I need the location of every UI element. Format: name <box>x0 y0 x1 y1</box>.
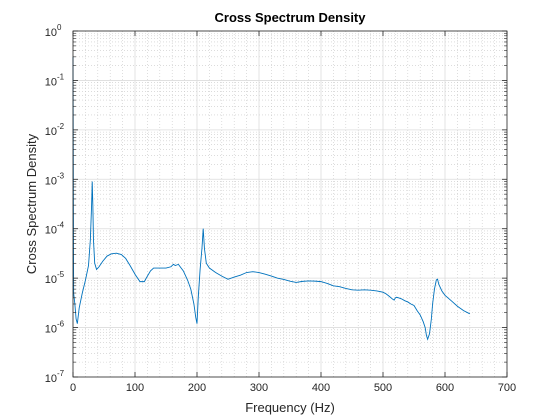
series-layer <box>72 56 471 341</box>
x-tick-label: 500 <box>374 382 392 394</box>
y-tick-exponent: -4 <box>57 221 65 230</box>
y-tick-exponent: -2 <box>57 122 65 131</box>
x-tick-label: 300 <box>250 382 268 394</box>
y-tick-exponent: -3 <box>57 171 65 180</box>
y-tick-label: 10 <box>45 324 57 336</box>
x-tick-label: 0 <box>70 382 76 394</box>
y-tick-label: 10 <box>45 373 57 385</box>
y-tick-label: 10 <box>45 225 57 237</box>
y-tick-label: 10 <box>45 27 57 39</box>
x-tick-label: 600 <box>436 382 454 394</box>
y-tick-exponent: 0 <box>57 23 62 32</box>
x-tick-labels: 0 100 200 300 400 500 600 700 <box>70 382 516 394</box>
x-axis-label: Frequency (Hz) <box>245 400 335 415</box>
y-tick-label: 10 <box>45 175 57 187</box>
y-tick-label: 10 <box>45 76 57 88</box>
x-tick-label: 400 <box>312 382 330 394</box>
x-tick-label: 100 <box>126 382 144 394</box>
axes-box <box>72 30 508 378</box>
y-tick-exponent: -7 <box>57 369 65 378</box>
y-tick-exponent: -6 <box>57 320 65 329</box>
minor-grid <box>73 31 507 377</box>
y-axis-label: Cross Spectrum Density <box>24 133 39 274</box>
y-tick-exponent: -5 <box>57 270 65 279</box>
y-tick-label: 10 <box>45 274 57 286</box>
tick-marks <box>72 30 508 378</box>
x-tick-label: 200 <box>188 382 206 394</box>
y-tick-label: 10 <box>45 126 57 138</box>
x-tick-label: 700 <box>498 382 516 394</box>
plot-area-background <box>73 31 507 377</box>
chart-title: Cross Spectrum Density <box>215 10 367 25</box>
series-line <box>72 56 471 341</box>
y-tick-exponent: -1 <box>57 72 65 81</box>
